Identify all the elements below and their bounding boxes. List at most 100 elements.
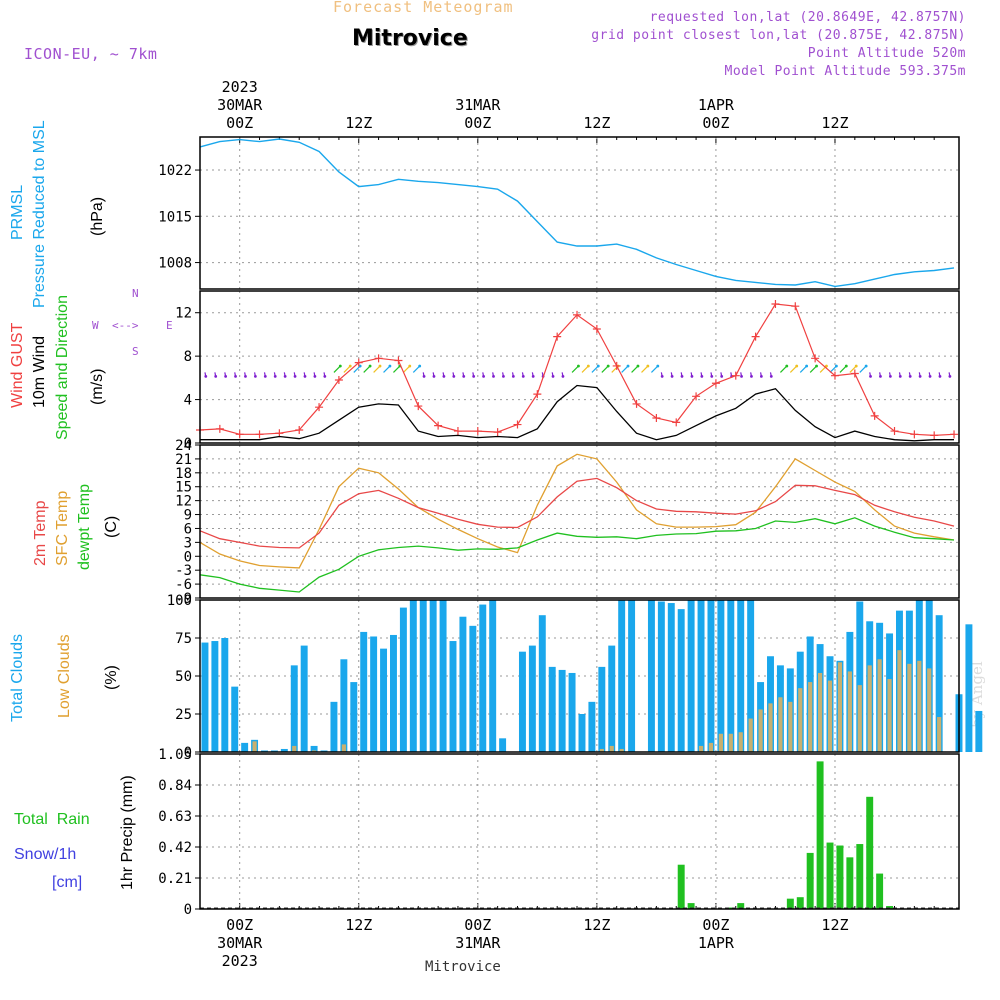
wind-arrow-head bbox=[759, 374, 763, 378]
gust-marker bbox=[830, 371, 839, 380]
total-cloud-bar bbox=[449, 641, 457, 752]
total-cloud-bar bbox=[707, 600, 715, 752]
wind-arrow-head bbox=[408, 364, 412, 368]
total-cloud-bar bbox=[588, 701, 596, 752]
y-tick-label: -3 bbox=[175, 563, 192, 579]
wind-arrow bbox=[343, 365, 351, 373]
low-cloud-bar bbox=[758, 709, 763, 752]
wind-arrow-head bbox=[720, 374, 724, 378]
wind-arrow-head bbox=[472, 374, 476, 378]
gust-marker bbox=[950, 430, 959, 439]
wind-arrow bbox=[859, 365, 867, 373]
rain-bar bbox=[816, 761, 824, 909]
gust-marker bbox=[334, 376, 343, 385]
wind-arrow-head bbox=[303, 374, 307, 378]
gust-marker bbox=[771, 300, 780, 309]
low-cloud-bar bbox=[877, 659, 882, 752]
wind-arrow-head bbox=[234, 374, 237, 378]
y-tick-label: 1022 bbox=[158, 163, 192, 179]
gust-marker bbox=[255, 430, 264, 439]
gust-marker bbox=[890, 427, 899, 436]
total-cloud-bar bbox=[618, 600, 626, 752]
wind-arrow-head bbox=[418, 364, 422, 368]
wind-arrow bbox=[383, 365, 391, 373]
wind-arrow-head bbox=[805, 364, 809, 368]
panel-frame bbox=[199, 753, 960, 910]
total-cloud-bar bbox=[201, 642, 209, 752]
wind-arrow-head bbox=[700, 374, 704, 378]
wind-arrow bbox=[333, 365, 341, 373]
top-tick-label: 00Z bbox=[226, 114, 253, 132]
gust-marker bbox=[453, 427, 462, 436]
y-tick-label: 0.63 bbox=[158, 809, 192, 825]
panel-frame bbox=[199, 599, 960, 753]
wind-arrow-head bbox=[378, 364, 382, 368]
wind-arrow-head bbox=[283, 374, 287, 378]
wind-arrow-head bbox=[358, 364, 362, 368]
wind-arrow-head bbox=[690, 374, 694, 378]
snow-unit: [cm] bbox=[52, 874, 83, 891]
rain-bar bbox=[876, 873, 884, 909]
rain-bar bbox=[677, 864, 685, 909]
y-tick-label: 12 bbox=[175, 494, 192, 510]
low-cloud-bar bbox=[718, 733, 723, 752]
wind-arrow-head bbox=[680, 374, 684, 378]
bottom-date-label: 31MAR bbox=[455, 934, 501, 952]
wind-arrow-head bbox=[879, 374, 882, 378]
wind-arrow-head bbox=[626, 364, 630, 368]
gust-marker bbox=[573, 310, 582, 319]
bottom-date-label: 1APR bbox=[698, 934, 735, 952]
gust-marker bbox=[751, 332, 760, 341]
wind-arrow-head bbox=[834, 364, 838, 368]
compass-arrows: <--> bbox=[112, 319, 139, 332]
wind-arrow-head bbox=[204, 374, 208, 378]
bottom-tick-label: 00Z bbox=[464, 916, 491, 934]
gust-marker bbox=[295, 425, 304, 434]
low-cloud-bar bbox=[867, 665, 872, 752]
top-tick-label: 12Z bbox=[345, 114, 372, 132]
bottom-tick-label: 12Z bbox=[821, 916, 848, 934]
y-tick-label: 15 bbox=[175, 480, 192, 496]
gust-marker bbox=[632, 399, 641, 408]
wind-arrow bbox=[839, 365, 847, 373]
wind-arrow-head bbox=[531, 374, 535, 378]
wind-arrow-head bbox=[908, 374, 912, 378]
gust-marker bbox=[711, 379, 720, 388]
total-cloud-bar bbox=[528, 645, 536, 752]
wind-arrow-head bbox=[918, 374, 922, 378]
y-tick-label: 0 bbox=[184, 549, 192, 565]
wind-arrow bbox=[591, 365, 599, 373]
gust-marker bbox=[374, 354, 383, 363]
wind-arrow bbox=[631, 365, 639, 373]
low-cloud-bar bbox=[778, 697, 783, 752]
total-cloud-bar bbox=[578, 714, 586, 752]
total-cloud-bar bbox=[409, 600, 417, 752]
wind-arrow-head bbox=[224, 374, 228, 378]
total-cloud-bar bbox=[965, 624, 973, 752]
total-cloud-bar bbox=[221, 638, 229, 752]
total-cloud-bar bbox=[727, 600, 735, 752]
wind10-line bbox=[200, 384, 954, 442]
total-cloud-bar bbox=[518, 651, 526, 752]
total-cloud-bar bbox=[270, 750, 278, 752]
panel-frame bbox=[199, 136, 960, 290]
wind-arrow-head bbox=[785, 364, 789, 368]
wind-arrow-head bbox=[596, 364, 600, 368]
low-cloud-bar bbox=[609, 745, 614, 752]
wind-arrow bbox=[363, 365, 371, 373]
top-tick-label: 00Z bbox=[464, 114, 491, 132]
total-cloud-bar bbox=[489, 600, 497, 752]
panels: 10081015102204812-9-6-303691215182124025… bbox=[158, 136, 983, 918]
wind-arrow bbox=[809, 365, 817, 373]
wind-arrow-head bbox=[348, 364, 352, 368]
total-cloud-bar bbox=[677, 609, 685, 752]
total-cloud-bar bbox=[380, 648, 388, 752]
y-tick-label: 6 bbox=[184, 521, 192, 537]
low-cloud-bar bbox=[917, 660, 922, 752]
y-tick-label: 0 bbox=[184, 745, 192, 761]
top-tick-label: 00Z bbox=[702, 114, 729, 132]
total-cloud-bar bbox=[231, 686, 239, 752]
gust-marker bbox=[414, 402, 423, 411]
total-cloud-bar bbox=[469, 625, 477, 752]
y-tick-label: 0 bbox=[184, 436, 192, 452]
